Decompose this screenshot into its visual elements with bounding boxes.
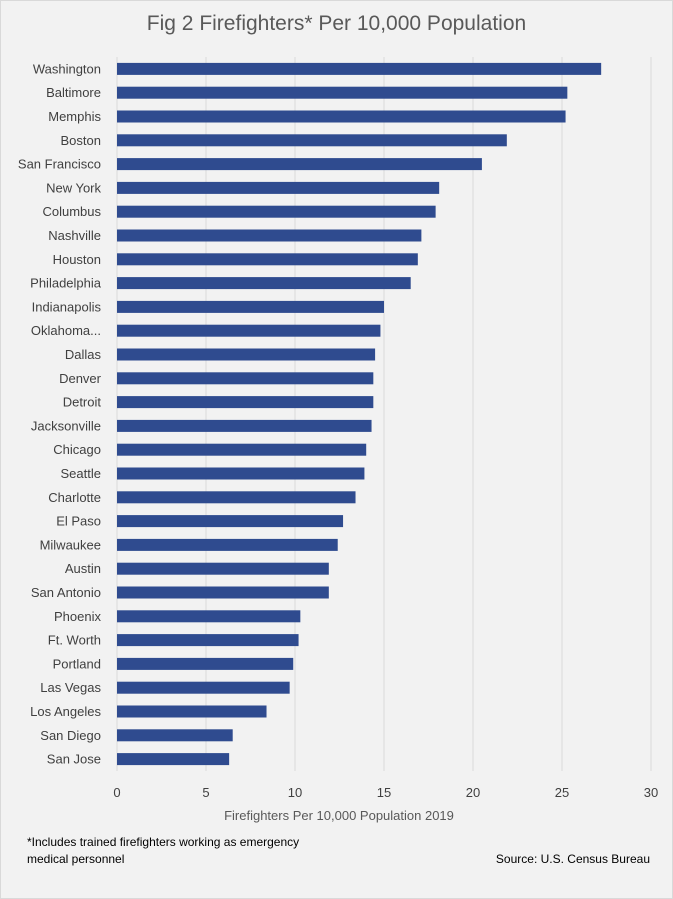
- bar: [117, 729, 233, 742]
- x-axis-title: Firefighters Per 10,000 Population 2019: [224, 808, 454, 823]
- category-label: Los Angeles: [30, 704, 101, 719]
- x-tick-label: 0: [113, 785, 120, 800]
- x-tick-label: 25: [555, 785, 569, 800]
- bar: [117, 229, 422, 242]
- bar: [117, 610, 301, 623]
- category-label: Nashville: [48, 228, 101, 243]
- category-label: Seattle: [61, 466, 101, 481]
- category-label: Austin: [65, 561, 101, 576]
- bar: [117, 324, 381, 337]
- x-tick-label: 20: [466, 785, 480, 800]
- category-label: Las Vegas: [40, 680, 101, 695]
- bar: [117, 300, 384, 313]
- x-tick-label: 30: [644, 785, 658, 800]
- chart-title: Fig 2 Firefighters* Per 10,000 Populatio…: [146, 12, 527, 35]
- bar: [117, 62, 602, 75]
- category-label: Milwaukee: [40, 537, 101, 552]
- bar: [117, 110, 566, 123]
- bar: [117, 538, 338, 551]
- bar: [117, 681, 290, 694]
- category-label: Chicago: [53, 442, 101, 457]
- bar-chart: Washington Baltimore Memphis Boston San Fran…: [18, 57, 658, 823]
- x-tick-label: 15: [377, 785, 391, 800]
- bar: [117, 657, 294, 670]
- bar: [117, 277, 411, 290]
- bar: [117, 205, 436, 218]
- x-tick-label: 5: [202, 785, 209, 800]
- category-label: Jacksonville: [31, 418, 101, 433]
- category-label: Washington: [33, 61, 101, 76]
- bar: [117, 586, 329, 599]
- category-label: Phoenix: [54, 609, 101, 624]
- category-label: Portland: [53, 656, 101, 671]
- bar: [117, 491, 356, 504]
- bar: [117, 372, 374, 385]
- category-label: Boston: [61, 133, 101, 148]
- category-label: San Francisco: [18, 157, 101, 172]
- bar: [117, 419, 372, 432]
- category-label: San Diego: [40, 728, 101, 743]
- bar: [117, 396, 374, 409]
- bar: [117, 562, 329, 575]
- category-label: Ft. Worth: [48, 633, 101, 648]
- category-label: Detroit: [63, 395, 102, 410]
- source-note: Source: U.S. Census Bureau: [495, 852, 650, 866]
- category-label: Denver: [59, 371, 102, 386]
- bar: [117, 348, 376, 361]
- bar: [117, 753, 230, 766]
- category-label: Philadelphia: [30, 276, 102, 291]
- bar: [117, 705, 267, 718]
- bar: [117, 181, 440, 194]
- bar: [117, 443, 367, 456]
- category-label: Charlotte: [48, 490, 101, 505]
- category-label: Dallas: [65, 347, 102, 362]
- x-tick-label: 10: [288, 785, 302, 800]
- category-label: San Antonio: [31, 585, 101, 600]
- bar: [117, 253, 418, 266]
- category-label: Oklahoma...: [31, 323, 101, 338]
- bar: [117, 467, 365, 480]
- category-label: San Jose: [47, 752, 101, 767]
- category-label: Memphis: [48, 109, 101, 124]
- category-label: El Paso: [56, 514, 101, 529]
- bar: [117, 158, 482, 171]
- category-label: New York: [46, 180, 101, 195]
- category-label: Baltimore: [46, 85, 101, 100]
- category-label: Columbus: [42, 204, 101, 219]
- category-label: Houston: [53, 252, 101, 267]
- category-label: Indianapolis: [32, 299, 102, 314]
- bar: [117, 134, 507, 147]
- footnote: *Includes trained firefighters working a…: [27, 835, 300, 866]
- bar: [117, 515, 344, 528]
- bar: [117, 86, 568, 99]
- bar: [117, 634, 299, 647]
